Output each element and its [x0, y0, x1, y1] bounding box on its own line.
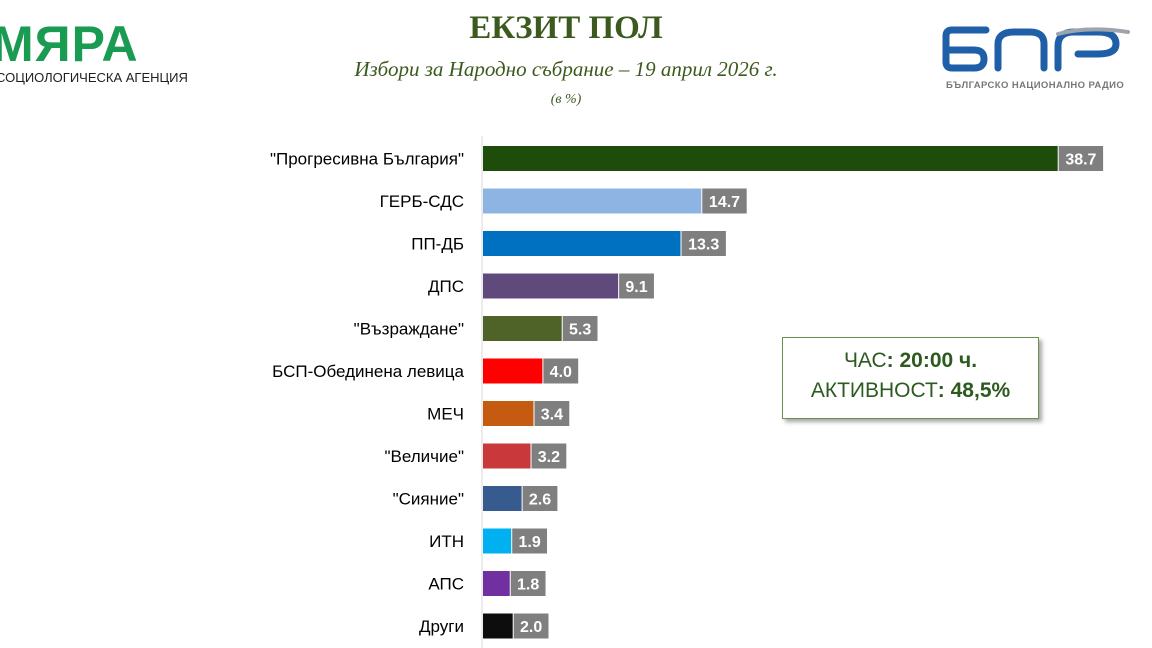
bar — [483, 528, 512, 554]
category-label: Други — [419, 617, 464, 636]
value-label: 1.9 — [518, 534, 540, 551]
myara-logo-subtitle: СОЦИОЛОГИЧЕСКА АГЕНЦИЯ — [0, 70, 188, 85]
value-label: 2.6 — [529, 492, 551, 509]
page-title: ЕКЗИТ ПОЛ — [469, 10, 663, 46]
bar — [483, 231, 681, 256]
bar — [483, 316, 562, 341]
bar — [483, 613, 513, 639]
time-label: ЧАС — [843, 349, 887, 372]
category-label: "Прогресивна България" — [270, 150, 464, 169]
value-label-box — [512, 528, 548, 554]
value-label: 38.7 — [1065, 152, 1096, 169]
bnr-logo-subtitle: БЪЛГАРСКО НАЦИОНАЛНО РАДИО — [946, 80, 1125, 91]
value-label: 1.8 — [517, 577, 539, 594]
category-label: "Сияние" — [393, 490, 464, 509]
category-label: "Възраждане" — [354, 320, 464, 339]
bar-chart: "Прогресивна България" 38.7 ГЕРБ-СДС 14.7 ПП… — [270, 136, 1104, 648]
value-label: 4.0 — [550, 364, 572, 381]
category-label: ДПС — [428, 277, 464, 296]
value-label-box — [702, 188, 747, 214]
turnout-value: : 48,5% — [937, 379, 1011, 402]
value-label: 2.0 — [520, 619, 542, 636]
value-label-box — [510, 571, 546, 596]
info-box: ЧАС: 20:00 ч. АКТИВНОСТ: 48,5% — [782, 337, 1039, 419]
bar — [483, 358, 543, 384]
value-label-box — [562, 316, 598, 341]
value-label-box — [513, 613, 549, 639]
page-subtitle: Избори за Народно събрание – 19 април 20… — [354, 57, 778, 81]
value-label: 13.3 — [688, 237, 719, 254]
bnr-logo-icon — [942, 26, 1130, 72]
category-label: АПС — [428, 575, 464, 594]
bar — [483, 571, 510, 596]
value-label-box — [543, 358, 579, 384]
category-label: БСП-Обединена левица — [272, 362, 464, 381]
category-label: "Величие" — [384, 447, 464, 466]
bar — [483, 443, 531, 469]
myara-logo: МЯРА СОЦИОЛОГИЧЕСКА АГЕНЦИЯ — [0, 16, 188, 88]
category-label: ГЕРБ-СДС — [380, 192, 464, 211]
value-label-box — [681, 231, 726, 256]
value-label: 14.7 — [709, 194, 740, 211]
category-label: МЕЧ — [427, 405, 464, 424]
category-label: ИТН — [429, 532, 464, 551]
value-label: 3.2 — [538, 449, 560, 466]
category-label: ПП-ДБ — [411, 235, 464, 254]
bar — [483, 486, 522, 511]
info-time-line: ЧАС: 20:00 ч. — [783, 349, 1038, 373]
value-label: 3.4 — [541, 407, 563, 424]
myara-logo-word: МЯРА — [0, 16, 139, 72]
info-turnout-line: АКТИВНОСТ: 48,5% — [783, 379, 1038, 403]
value-label-box — [531, 443, 567, 469]
turnout-label: АКТИВНОСТ — [810, 379, 938, 402]
bar — [483, 401, 534, 426]
bar — [483, 146, 1058, 171]
bar — [483, 188, 702, 214]
value-label-box — [534, 401, 570, 426]
value-label-box — [522, 486, 558, 511]
bar — [483, 273, 619, 299]
time-value: : 20:00 ч. — [886, 349, 978, 372]
bnr-logo: БЪЛГАРСКО НАЦИОНАЛНО РАДИО — [938, 22, 1138, 94]
unit-label: (в %) — [550, 92, 582, 107]
value-label: 9.1 — [625, 279, 647, 296]
value-label-box — [619, 273, 654, 299]
value-label-box — [1058, 146, 1104, 171]
value-label: 5.3 — [569, 322, 591, 339]
